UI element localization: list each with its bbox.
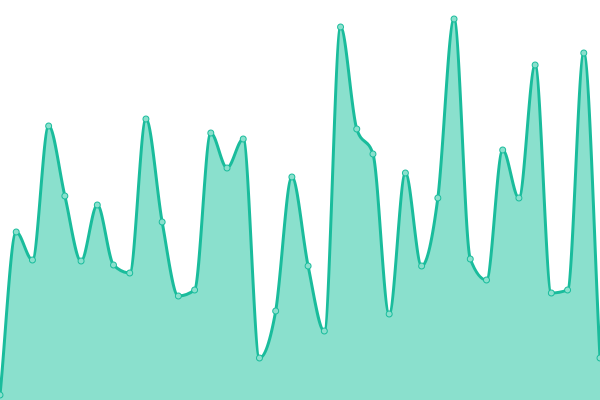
data-point-37 — [596, 354, 600, 362]
data-point-30 — [482, 276, 490, 284]
data-point-13 — [207, 129, 215, 137]
data-point-29 — [466, 255, 474, 263]
data-point-34 — [547, 289, 555, 297]
data-point-23 — [369, 150, 377, 158]
data-point-28 — [450, 15, 458, 23]
data-point-6 — [93, 201, 101, 209]
data-point-21 — [337, 23, 345, 31]
data-point-15 — [239, 135, 247, 143]
data-point-3 — [45, 122, 53, 130]
data-point-24 — [385, 310, 393, 318]
data-point-19 — [304, 262, 312, 270]
data-point-9 — [142, 115, 150, 123]
data-point-1 — [12, 228, 20, 236]
data-point-36 — [580, 49, 588, 57]
data-point-14 — [223, 164, 231, 172]
data-point-31 — [499, 146, 507, 154]
data-point-32 — [515, 194, 523, 202]
data-point-25 — [401, 169, 409, 177]
area-fill — [0, 19, 600, 400]
data-point-16 — [255, 354, 263, 362]
data-point-11 — [174, 292, 182, 300]
data-point-35 — [564, 286, 572, 294]
data-point-7 — [110, 261, 118, 269]
data-point-10 — [158, 218, 166, 226]
data-point-22 — [353, 125, 361, 133]
data-point-2 — [28, 256, 36, 264]
data-point-27 — [434, 194, 442, 202]
data-point-20 — [320, 327, 328, 335]
data-point-17 — [272, 307, 280, 315]
data-point-12 — [191, 286, 199, 294]
data-point-33 — [531, 61, 539, 69]
data-point-0 — [0, 391, 4, 399]
data-point-26 — [418, 262, 426, 270]
data-point-8 — [126, 269, 134, 277]
data-point-18 — [288, 173, 296, 181]
data-point-4 — [61, 192, 69, 200]
data-point-5 — [77, 257, 85, 265]
